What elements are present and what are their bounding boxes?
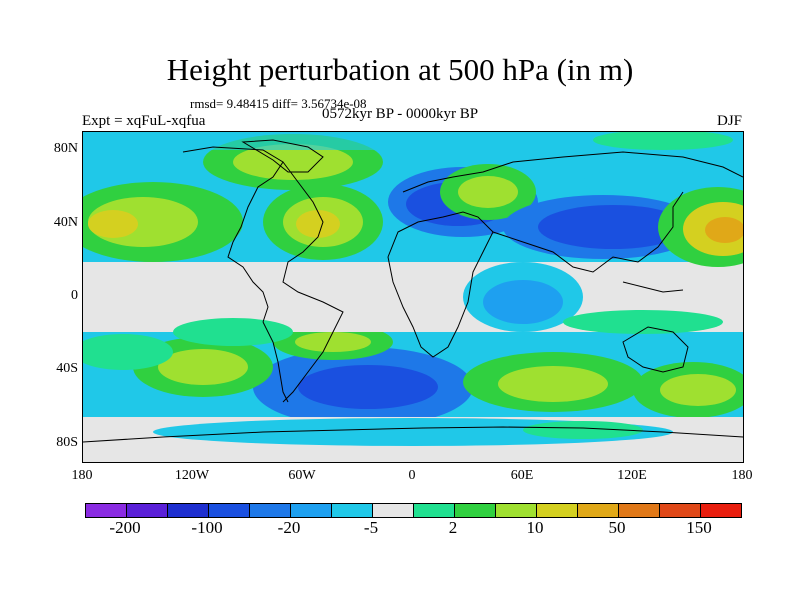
colorbar-label: -5 — [363, 518, 379, 537]
experiment-label: Expt = xqFuL-xqfua — [82, 113, 206, 129]
colorbar-swatch — [168, 504, 209, 517]
south-pacific-high-core — [158, 349, 248, 385]
lat-label-0: 0 — [71, 288, 78, 303]
nw-pacific-high-core — [705, 217, 743, 243]
asia-low-core — [538, 205, 688, 249]
colorbar-swatch — [701, 504, 741, 517]
map-panel — [82, 131, 744, 463]
season-label: DJF — [716, 113, 742, 129]
greenland — [241, 139, 324, 173]
lat-label-40n: 40N — [53, 215, 78, 230]
colorbar-swatch — [127, 504, 168, 517]
arctic-patch — [593, 132, 733, 150]
americas-east-coast — [282, 161, 344, 403]
colorbar-label: -200 — [109, 518, 141, 537]
antarctica — [83, 426, 743, 443]
colorbar-label: 2 — [448, 518, 458, 537]
americas-west-coast — [182, 146, 284, 323]
north-pacific-high-core — [88, 210, 138, 238]
colorbar-swatch — [496, 504, 537, 517]
west-pacific-patch — [563, 310, 723, 334]
period-label: 0572kyr BP - 0000kyr BP — [321, 106, 479, 122]
colorbar-swatch — [209, 504, 250, 517]
eurasia-north — [402, 151, 743, 193]
lat-label-40s: 40S — [56, 361, 78, 376]
sw-pacific-patch — [83, 334, 173, 370]
lon-label-180e: 180 — [731, 468, 753, 483]
lon-label-120w: 120W — [174, 468, 210, 483]
colorbar-swatch — [578, 504, 619, 517]
australia — [622, 326, 689, 373]
south-atlantic-high-core — [295, 332, 371, 352]
colorbar-swatch — [86, 504, 127, 517]
colorbar-swatch — [291, 504, 332, 517]
west-atlantic-high-core — [296, 210, 340, 238]
colorbar-swatch — [660, 504, 701, 517]
colorbar-swatch — [537, 504, 578, 517]
colorbar-label: 50 — [608, 518, 626, 537]
lon-label-180w: 180 — [71, 468, 93, 483]
colorbar — [85, 503, 742, 518]
colorbar-label: -100 — [191, 518, 223, 537]
south-atlantic-low-core — [298, 365, 438, 409]
eurasia-south — [492, 191, 684, 273]
south-america-west — [262, 321, 289, 403]
europe-high-core — [458, 176, 518, 208]
colorbar-swatch — [619, 504, 660, 517]
contour-field — [83, 132, 743, 462]
lat-label-80s: 80S — [56, 435, 78, 450]
colorbar-swatch — [250, 504, 291, 517]
lon-label-60w: 60W — [288, 468, 316, 483]
map-title: Height perturbation at 500 hPa (in m) — [166, 52, 634, 87]
maritime-continent — [622, 281, 684, 293]
lon-label-60e: 60E — [510, 468, 534, 483]
indian-ocean-high-core — [498, 366, 608, 402]
siberia-band — [583, 168, 703, 196]
colorbar-label: -20 — [277, 518, 301, 537]
colorbar-label: 150 — [686, 518, 712, 537]
colorbar-swatch — [332, 504, 373, 517]
africa — [387, 211, 494, 358]
colorbar-swatch — [414, 504, 455, 517]
lon-label-120e: 120E — [617, 468, 647, 483]
lon-label-0: 0 — [408, 468, 416, 483]
colorbar-swatch — [373, 504, 414, 517]
lat-label-80n: 80N — [53, 141, 78, 156]
stats-line: rmsd= 9.48415 diff= 3.56734e-08 — [190, 96, 367, 111]
greenland-high-core — [233, 144, 353, 180]
colorbar-label: 10 — [526, 518, 544, 537]
tasman-high-core — [660, 374, 736, 406]
antarctic-patch-east — [523, 421, 643, 439]
indian-tropical-low-core — [483, 280, 563, 324]
colorbar-swatch — [455, 504, 496, 517]
coastlines — [83, 139, 743, 443]
east-pacific-patch — [173, 318, 293, 346]
